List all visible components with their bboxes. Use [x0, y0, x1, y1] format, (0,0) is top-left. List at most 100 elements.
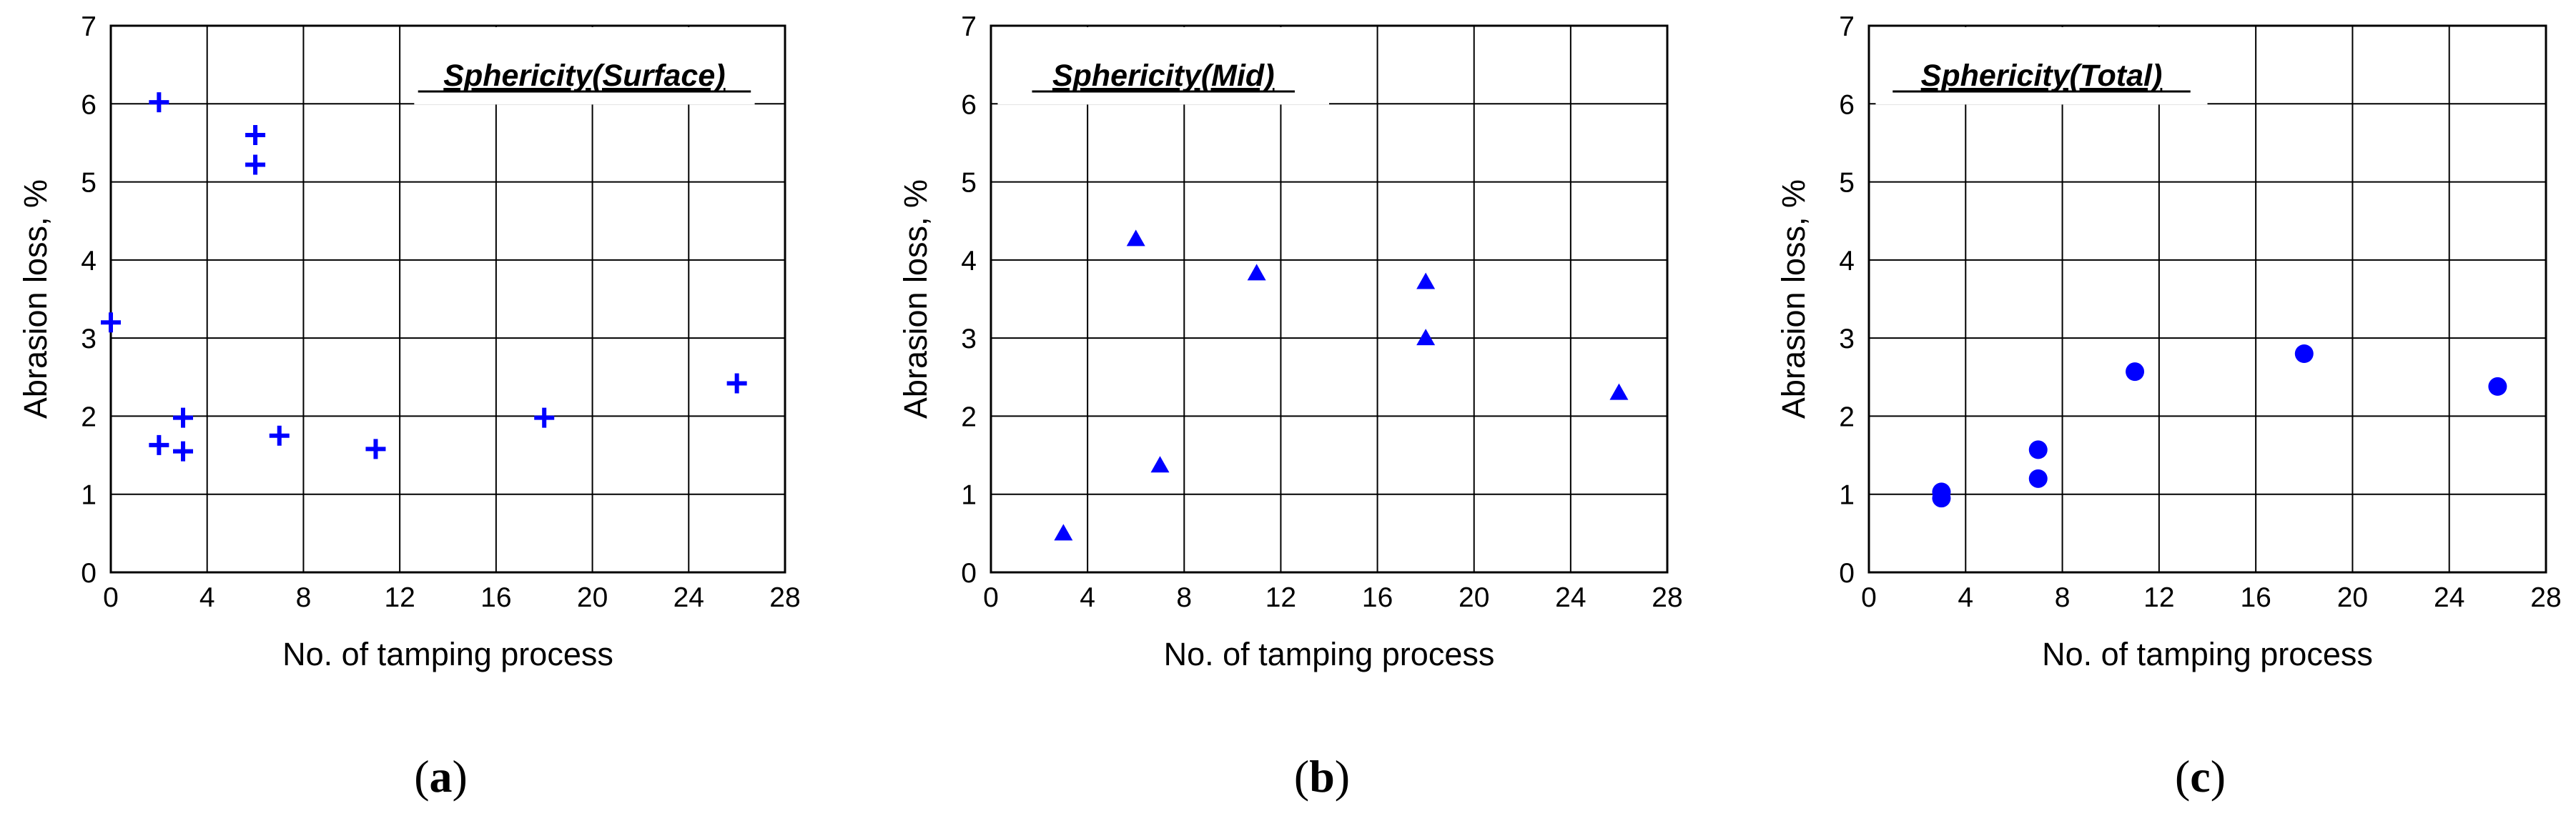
data-point-triangle — [1150, 456, 1170, 473]
y-tick-label: 0 — [961, 558, 977, 589]
x-tick-label: 16 — [1362, 582, 1393, 613]
caption-letter: a — [430, 751, 453, 802]
data-point-plus — [173, 407, 194, 428]
y-tick-label: 2 — [961, 402, 977, 432]
y-tick-label: 3 — [1839, 324, 1855, 354]
y-tick-label: 0 — [1839, 558, 1855, 589]
panel-caption: (a) — [414, 751, 468, 802]
y-tick-label: 7 — [81, 11, 97, 42]
x-tick-label: 16 — [480, 582, 511, 613]
panel-caption: (c) — [2175, 751, 2226, 802]
y-tick-label: 6 — [81, 89, 97, 120]
axes-frame — [109, 24, 786, 574]
axes-frame — [990, 24, 1669, 574]
x-tick-label: 28 — [769, 582, 800, 613]
x-tick-label: 4 — [199, 582, 215, 613]
data-point-circle — [2294, 344, 2314, 363]
data-point-circle — [2028, 469, 2048, 488]
data-point-triangle — [1416, 272, 1436, 289]
x-tick-label: 16 — [2240, 582, 2271, 613]
x-tick-label: 20 — [577, 582, 608, 613]
x-tick-label: 12 — [1265, 582, 1296, 613]
x-tick-label: 8 — [2055, 582, 2071, 613]
data-point-plus — [245, 154, 266, 175]
data-point-plus — [149, 92, 169, 113]
data-point-circle — [2488, 377, 2507, 396]
x-tick-label: 0 — [1861, 582, 1877, 613]
y-tick-label: 6 — [1839, 89, 1855, 120]
y-tick-label: 4 — [961, 246, 977, 277]
chart-title: Sphericity(Mid) — [1052, 59, 1275, 93]
data-point-plus — [173, 441, 194, 462]
y-tick-label: 7 — [961, 11, 977, 42]
panel-caption: (b) — [1294, 751, 1350, 802]
x-tick-label: 24 — [1555, 582, 1586, 613]
x-axis-label: No. of tamping process — [282, 636, 613, 672]
data-point-plus — [149, 434, 169, 455]
x-tick-label: 20 — [1459, 582, 1489, 613]
x-axis-label: No. of tamping process — [1164, 636, 1495, 672]
data-point-plus — [534, 407, 555, 428]
y-tick-label: 3 — [81, 324, 97, 354]
x-tick-label: 12 — [2143, 582, 2174, 613]
y-axis-label: Abrasion loss, % — [17, 179, 54, 419]
data-point-plus — [101, 312, 121, 333]
y-tick-label: 5 — [81, 168, 97, 199]
x-tick-label: 24 — [673, 582, 704, 613]
x-tick-label: 4 — [1958, 582, 1973, 613]
chart-title: Sphericity(Total) — [1921, 59, 2163, 93]
data-point-plus — [365, 439, 386, 459]
caption-open-paren: ( — [414, 751, 429, 802]
data-point-circle — [2126, 362, 2145, 382]
y-axis-label: Abrasion loss, % — [1775, 179, 1812, 419]
caption-close-paren: ) — [2211, 751, 2226, 802]
data-point-triangle — [1416, 329, 1436, 346]
y-tick-label: 1 — [1839, 480, 1855, 511]
data-point-plus — [726, 373, 747, 394]
caption-open-paren: ( — [2175, 751, 2190, 802]
y-tick-label: 4 — [81, 246, 97, 277]
data-point-triangle — [1247, 264, 1266, 281]
caption-letter: b — [1309, 751, 1335, 802]
y-tick-label: 1 — [961, 480, 977, 511]
x-tick-label: 28 — [1652, 582, 1682, 613]
y-tick-label: 3 — [961, 324, 977, 354]
chart-title: Sphericity(Surface) — [443, 59, 725, 93]
data-point-triangle — [1609, 383, 1629, 400]
x-tick-label: 0 — [103, 582, 119, 613]
y-tick-label: 2 — [1839, 402, 1855, 432]
x-tick-label: 12 — [384, 582, 415, 613]
y-axis-label: Abrasion loss, % — [897, 179, 934, 419]
x-tick-label: 28 — [2530, 582, 2561, 613]
data-point-triangle — [1126, 229, 1145, 247]
data-point-triangle — [1054, 524, 1073, 541]
x-tick-label: 24 — [2434, 582, 2464, 613]
x-tick-label: 0 — [983, 582, 999, 613]
y-tick-label: 5 — [961, 168, 977, 199]
y-tick-label: 6 — [961, 89, 977, 120]
caption-close-paren: ) — [1335, 751, 1350, 802]
x-tick-label: 4 — [1080, 582, 1095, 613]
axes-frame — [1867, 24, 2547, 574]
plot-area — [991, 26, 1667, 572]
y-tick-label: 0 — [81, 558, 97, 589]
data-point-circle — [1932, 489, 1951, 508]
data-point-plus — [269, 425, 290, 446]
data-point-plus — [245, 125, 266, 145]
data-point-circle — [2028, 440, 2048, 459]
y-tick-label: 2 — [81, 402, 97, 432]
y-tick-label: 1 — [81, 480, 97, 511]
caption-close-paren: ) — [453, 751, 468, 802]
caption-open-paren: ( — [1294, 751, 1309, 802]
x-tick-label: 8 — [296, 582, 312, 613]
y-tick-label: 4 — [1839, 246, 1855, 277]
y-tick-label: 7 — [1839, 11, 1855, 42]
plot-area — [111, 26, 785, 572]
y-tick-label: 5 — [1839, 168, 1855, 199]
plot-area — [1869, 26, 2546, 572]
x-tick-label: 8 — [1176, 582, 1192, 613]
